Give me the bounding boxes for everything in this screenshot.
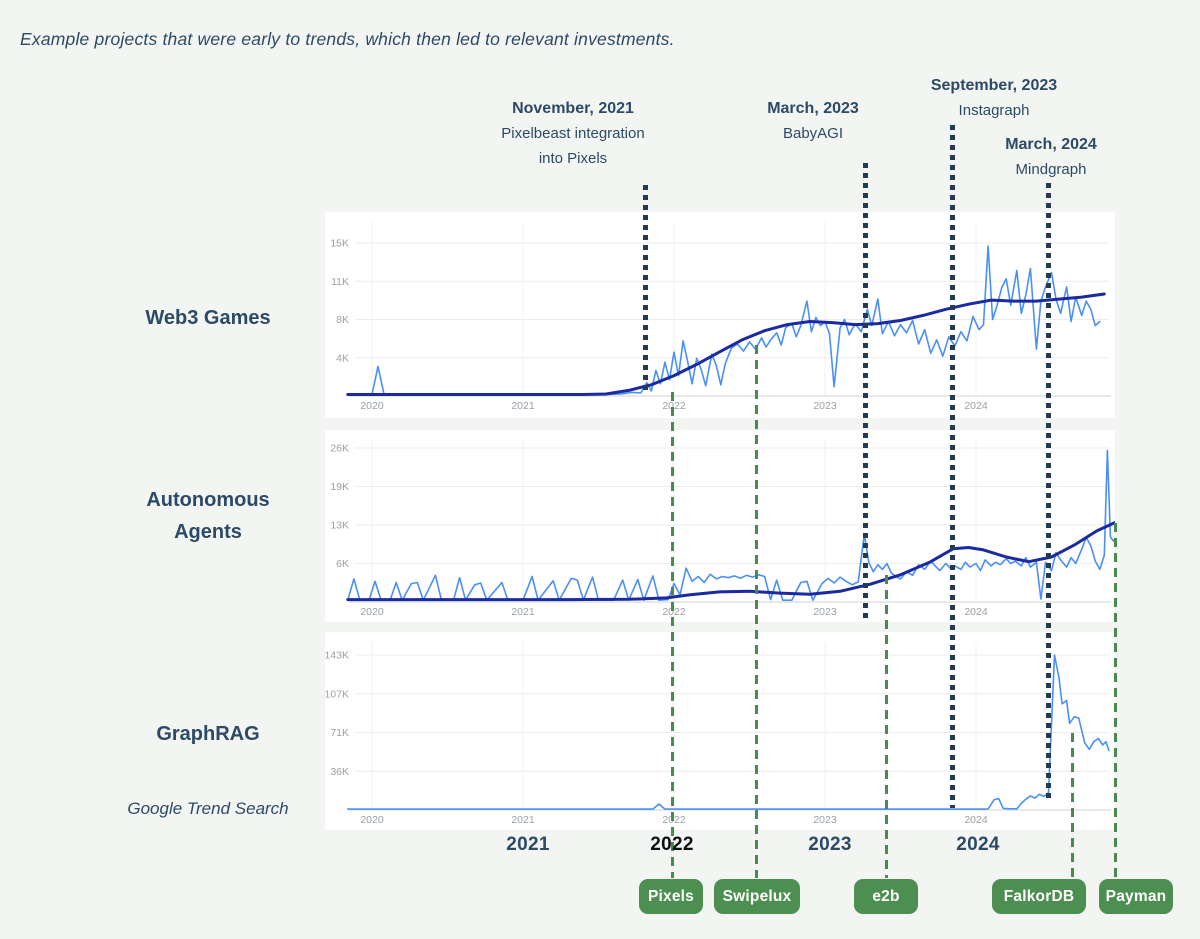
e2b-connector-line	[885, 575, 888, 878]
x-axis-tick-label: 2020	[360, 400, 384, 412]
weekly-search-interest-line	[346, 245, 1101, 396]
graphrag-chart-svg: 143K 107K 71K 36K 2020 2021 2022 2023 2024	[325, 642, 1111, 826]
row-label-graphrag: GraphRAG	[156, 723, 260, 745]
pixels-connector-line	[671, 392, 674, 878]
timeline-year-2022: 2022	[650, 834, 694, 855]
y-axis-tick-label: 8K	[336, 314, 349, 326]
payman-connector-line	[1114, 523, 1117, 878]
timeline-year-2023: 2023	[808, 834, 852, 855]
smoothed-trend-line	[346, 292, 1106, 396]
autonomous-agents-chart: 26K 19K 13K 6K 2020 2021 2022 2023 2024	[325, 430, 1115, 622]
project-badge-falkordb: FalkorDB	[992, 879, 1086, 914]
y-axis-tick-label: 19K	[330, 481, 349, 493]
y-axis-tick-label: 11K	[331, 276, 349, 288]
timeline-year-2021: 2021	[506, 834, 550, 855]
project-badge-e2b: e2b	[854, 879, 918, 914]
y-axis-tick-label: 107K	[325, 688, 349, 700]
x-axis-tick-label: 2022	[662, 814, 686, 826]
y-axis-tick-label: 6K	[336, 558, 349, 570]
y-axis-tick-label: 13K	[330, 520, 349, 532]
row-label-web3-games: Web3 Games	[145, 307, 271, 329]
project-badge-swipelux: Swipelux	[714, 879, 800, 914]
x-axis-tick-label: 2023	[813, 814, 837, 826]
x-axis-tick-label: 2021	[511, 606, 535, 618]
annotation-march-2024: March, 2024 Mindgraph	[1005, 132, 1097, 182]
smoothed-trend-line	[346, 521, 1115, 602]
swipelux-connector-line	[755, 345, 758, 878]
y-axis-tick-label: 15K	[330, 238, 349, 250]
annotation-march-2023: March, 2023 BabyAGI	[767, 96, 859, 146]
timeline-year-2024: 2024	[956, 834, 1000, 855]
row-label-autonomous-agents: Autonomous Agents	[146, 489, 270, 543]
page-title: Example projects that were early to tren…	[20, 29, 675, 49]
autonomous-agents-chart-svg: 26K 19K 13K 6K 2020 2021 2022 2023 2024	[330, 440, 1115, 618]
falkordb-connector-line	[1071, 733, 1074, 878]
nov-2021-event-line	[643, 185, 648, 390]
graphrag-chart: 143K 107K 71K 36K 2020 2021 2022 2023 2024	[325, 632, 1115, 830]
x-axis-tick-label: 2022	[662, 606, 686, 618]
annotation-date: March, 2024	[1005, 136, 1097, 153]
x-axis-tick-label: 2021	[511, 400, 535, 412]
y-axis-tick-label: 26K	[330, 443, 349, 455]
x-axis-tick-label: 2023	[813, 400, 837, 412]
annotation-text: Mindgraph	[1015, 161, 1087, 178]
annotation-text: into Pixels	[538, 150, 608, 167]
y-axis-tick-label: 71K	[330, 727, 349, 739]
annotation-date: November, 2021	[512, 100, 634, 117]
x-axis-tick-label: 2024	[964, 814, 988, 826]
x-axis-tick-label: 2024	[964, 606, 988, 618]
weekly-search-interest-line	[346, 654, 1110, 810]
x-axis-tick-label: 2022	[662, 400, 686, 412]
x-axis-tick-label: 2021	[511, 814, 535, 826]
web3-games-chart: 15K 11K 8K 4K 2020 2021 2022 2023 2024	[325, 212, 1115, 418]
mar-2023-event-line	[863, 163, 868, 618]
annotation-text: Pixelbeast integration	[501, 125, 645, 142]
annotation-november-2021: November, 2021 Pixelbeast integration in…	[501, 96, 644, 171]
x-axis-tick-label: 2023	[813, 606, 837, 618]
annotation-date: March, 2023	[767, 100, 859, 117]
x-axis-tick-label: 2020	[360, 814, 384, 826]
annotation-date: September, 2023	[930, 77, 1058, 94]
axis-note-google-trend-search: Google Trend Search	[127, 799, 289, 818]
x-axis-tick-label: 2020	[360, 606, 384, 618]
y-axis-tick-label: 4K	[336, 352, 349, 364]
x-axis-tick-label: 2024	[964, 400, 988, 412]
annotation-text: BabyAGI	[782, 125, 844, 142]
web3-games-chart-svg: 15K 11K 8K 4K 2020 2021 2022 2023 2024	[330, 222, 1111, 412]
mar-2024-event-line	[1046, 183, 1051, 800]
sep-2023-event-line	[950, 125, 955, 808]
project-badge-payman: Payman	[1099, 879, 1173, 914]
y-axis-tick-label: 36K	[330, 766, 349, 778]
project-badge-pixels: Pixels	[639, 879, 703, 914]
y-axis-tick-label: 143K	[325, 650, 349, 662]
annotation-september-2023: September, 2023 Instagraph	[931, 73, 1057, 123]
annotation-text: Instagraph	[958, 102, 1030, 119]
